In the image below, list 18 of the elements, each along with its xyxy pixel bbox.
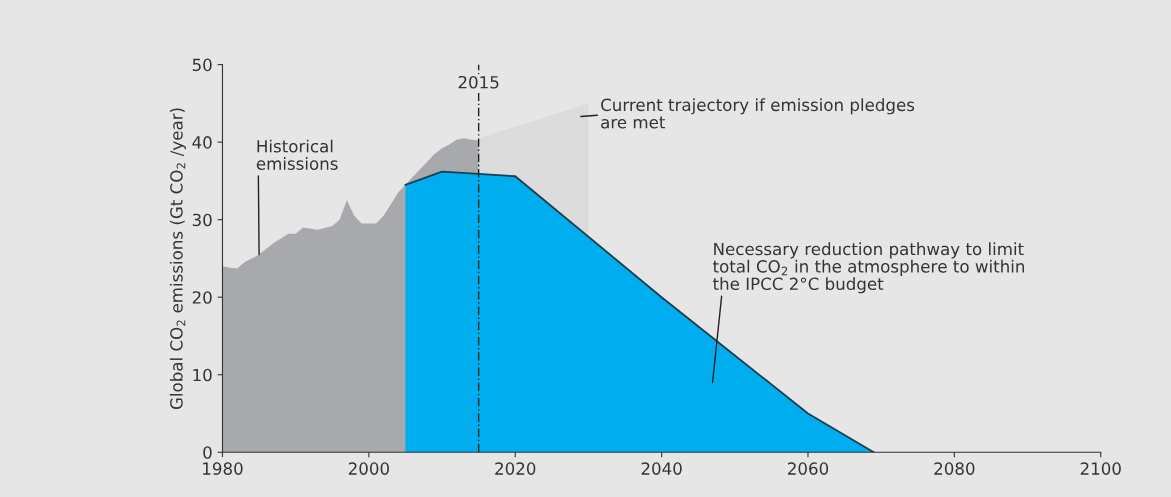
x-tick-label: 2100 xyxy=(1080,462,1121,475)
y-tick-label: 20 xyxy=(192,291,212,304)
x-tick-label: 2000 xyxy=(348,462,389,475)
y-tick-label: 40 xyxy=(192,136,212,149)
y-tick-label: 0 xyxy=(203,446,212,459)
annotation: Historical emissions xyxy=(256,139,338,170)
y-tick-label: 10 xyxy=(193,368,212,382)
x-tick-label: 2080 xyxy=(934,462,975,475)
annotation: Necessary reduction pathway to limit total CO$_{2}$ in the atmosphere to within the IPCC 2°C budget xyxy=(713,242,1025,294)
y-tick-label: 50 xyxy=(192,58,212,72)
x-tick-label: 2060 xyxy=(788,462,829,475)
x-tick-label: 2020 xyxy=(495,462,536,475)
y-axis-title: Global CO$_{2}$ emissions (Gt CO$_{2}$ /year) xyxy=(169,108,186,410)
annotation: Current trajectory if emission pledges are met xyxy=(601,98,915,129)
x-tick-label: 1980 xyxy=(203,462,243,475)
x-tick-label: 2040 xyxy=(641,462,682,475)
ref-line-label: 2015 xyxy=(458,75,499,89)
y-tick-label: 30 xyxy=(192,213,212,227)
